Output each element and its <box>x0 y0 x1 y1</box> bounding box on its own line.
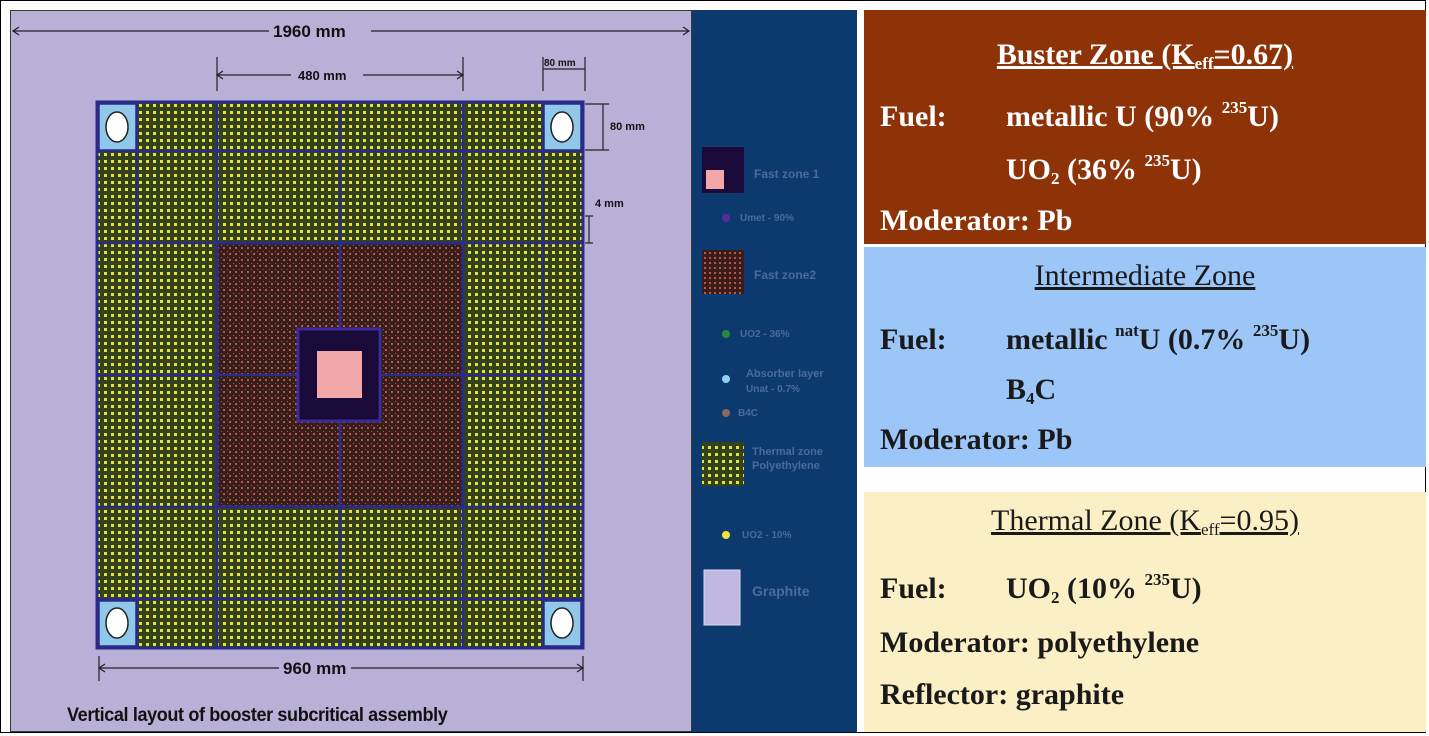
dimension-lines <box>11 26 691 681</box>
legend-label-polyethylene: Polyethylene <box>752 460 820 472</box>
dim-zone-width: 480 mm <box>298 68 346 83</box>
thermal-zone-swatch <box>702 442 744 486</box>
legend-label-umet: Umet - 90% <box>740 213 794 224</box>
legend-label-unat: Unat - 0.7% <box>746 384 800 395</box>
intermediate-fuel-label: Fuel: <box>880 323 947 356</box>
legend-label-b4c: B4C <box>738 408 759 419</box>
purple-dot-icon <box>722 214 730 222</box>
brown-dot-icon <box>722 409 730 417</box>
corner-channels <box>98 103 582 647</box>
grid-lines <box>97 102 583 648</box>
assembly-layout-svg: 1960 mm 480 mm 80 mm 80 mm 4 mm 960 mm <box>11 22 691 681</box>
lightblue-dot-icon <box>722 375 730 383</box>
intermediate-moderator: Moderator: Pb <box>880 423 1073 456</box>
fast-zone-1-core <box>317 351 362 398</box>
assembly-layout-diagram: 1960 mm 480 mm 80 mm 80 mm 4 mm 960 mm V… <box>10 10 692 732</box>
intermediate-fuel-1: metallic natU (0.7% 235U) <box>1006 321 1311 356</box>
legend-label-uo2-10: UO2 - 10% <box>742 530 792 541</box>
intermediate-fuel-2: B4C <box>1006 373 1057 408</box>
dim-total-width: 1960 mm <box>273 22 346 41</box>
legend-label-thermal-zone: Thermal zone <box>752 446 823 458</box>
intermediate-zone-title: Intermediate Zone <box>1034 259 1256 292</box>
intermediate-zone-panel: Intermediate Zone Fuel: metallic natU (0… <box>864 247 1426 467</box>
buster-fuel-1: metallic U (90% 235U) <box>1006 98 1279 133</box>
legend-label-fast-zone-1: Fast zone 1 <box>754 167 820 181</box>
fast-zone-2-swatch <box>702 250 744 294</box>
buster-zone-panel: Buster Zone (Keff=0.67) Fuel: metallic U… <box>864 10 1426 244</box>
dim-bottom-width: 960 mm <box>283 659 346 678</box>
legend-label-fast-zone-2: Fast zone2 <box>754 268 817 282</box>
dim-corner-width: 80 mm <box>544 58 576 69</box>
thermal-zone-panel: Thermal Zone (Keff=0.95) Fuel: UO2 (10% … <box>864 492 1426 732</box>
thermal-zone-title: Thermal Zone (Keff=0.95) <box>991 504 1299 539</box>
legend-panel: Fast zone 1 Umet - 90% Fast zone2 UO2 - … <box>692 10 857 732</box>
legend-label-graphite: Graphite <box>752 583 810 599</box>
legend-label-absorber: Absorber layer <box>746 368 824 380</box>
dim-corner-height: 80 mm <box>610 121 645 133</box>
yellow-dot-icon <box>722 531 730 539</box>
buster-fuel-label: Fuel: <box>880 100 947 133</box>
dim-gap: 4 mm <box>595 198 624 210</box>
thermal-fuel-1: UO2 (10% 235U) <box>1006 570 1202 607</box>
legend-label-uo2-36: UO2 - 36% <box>740 329 790 340</box>
buster-fuel-2: UO2 (36% 235U) <box>1006 151 1202 188</box>
thermal-moderator: Moderator: polyethylene <box>880 626 1200 659</box>
buster-zone-title: Buster Zone (Keff=0.67) <box>996 38 1294 73</box>
thermal-reflector: Reflector: graphite <box>880 678 1125 711</box>
graphite-swatch <box>703 569 741 626</box>
green-dot-icon <box>722 330 730 338</box>
fast-zone-1-swatch <box>702 147 744 193</box>
legend-symbols <box>702 147 744 626</box>
buster-moderator: Moderator: Pb <box>880 204 1073 237</box>
thermal-fuel-label: Fuel: <box>880 572 947 605</box>
diagram-caption: Vertical layout of booster subcritical a… <box>67 705 448 726</box>
